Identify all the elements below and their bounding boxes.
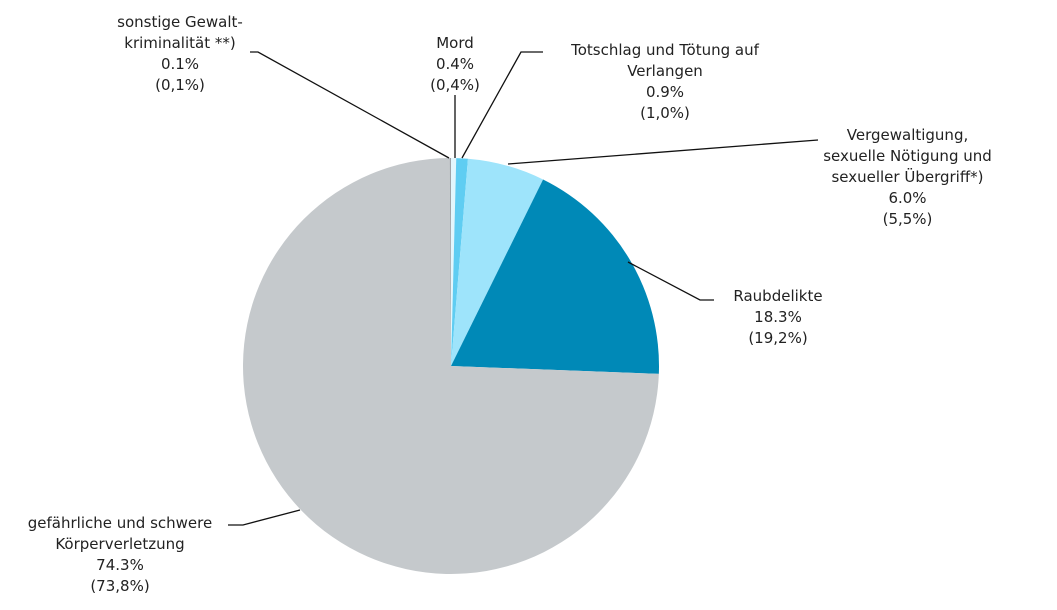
- slice-label: Vergewaltigung, sexuelle Nötigung und se…: [815, 125, 1000, 230]
- category-label: Raubdelikte: [733, 287, 823, 305]
- category-label: Mord: [436, 34, 474, 52]
- leader-line: [507, 139, 819, 165]
- category-label: Totschlag und Tötung auf Verlangen: [571, 41, 759, 80]
- value-label: 18.3%: [754, 308, 802, 326]
- value-label: 74.3%: [96, 556, 144, 574]
- slice-label: Totschlag und Tötung auf Verlangen 0.9% (1…: [535, 40, 795, 124]
- pie-slice: [451, 158, 544, 366]
- previous-year-label: (5,5%): [882, 210, 933, 228]
- leader-line: [461, 51, 543, 159]
- previous-year-label: (73,8%): [90, 577, 150, 595]
- slice-label: Raubdelikte 18.3% (19,2%): [708, 286, 848, 349]
- previous-year-label: (0,1%): [155, 76, 205, 94]
- pie-slice: [243, 158, 659, 575]
- pie-slice: [449, 158, 451, 366]
- previous-year-label: (19,2%): [748, 329, 808, 347]
- slice-label: Mord 0.4% (0,4%): [415, 33, 495, 96]
- category-label: sonstige Gewalt-kriminalität **): [117, 13, 243, 52]
- previous-year-label: (1,0%): [640, 104, 690, 122]
- value-label: 0.9%: [645, 83, 685, 101]
- leader-line: [627, 261, 714, 301]
- pie-slice: [451, 179, 660, 374]
- slice-label: gefährliche und schwere Körperverletzung…: [5, 513, 235, 597]
- value-label: 0.1%: [160, 55, 200, 73]
- leader-line: [250, 51, 450, 159]
- category-label: gefährliche und schwere Körperverletzung: [27, 514, 213, 553]
- value-label: 6.0%: [888, 189, 927, 207]
- pie-slice: [451, 158, 468, 366]
- pie-slice: [451, 158, 457, 366]
- value-label: 0.4%: [435, 55, 475, 73]
- category-label: Vergewaltigung, sexuelle Nötigung und se…: [823, 126, 992, 186]
- leader-line: [228, 509, 301, 526]
- slice-label: sonstige Gewalt-kriminalität **) 0.1% (0,1…: [100, 12, 260, 96]
- previous-year-label: (0,4%): [430, 76, 480, 94]
